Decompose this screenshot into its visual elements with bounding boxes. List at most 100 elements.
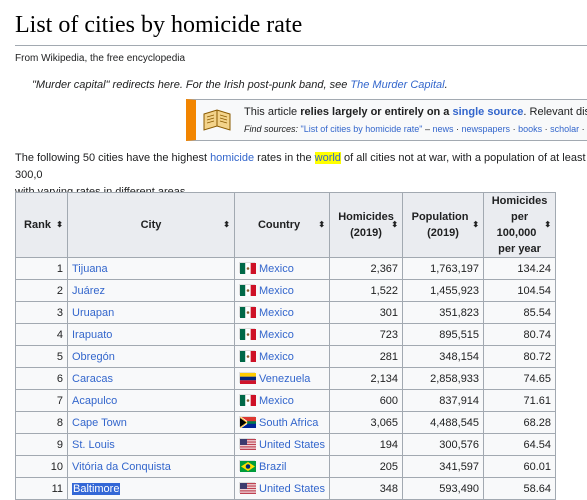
homicides-cell: 301 bbox=[329, 301, 404, 324]
country-link[interactable]: Mexico bbox=[259, 395, 294, 407]
header-rate-l3: per year bbox=[498, 243, 541, 255]
table-row: 10 Vitória da Conquista Brazil 205 341,597 60… bbox=[15, 455, 557, 478]
city-link[interactable]: Acapulco bbox=[72, 394, 118, 407]
header-population[interactable]: Population (2019) ⬍ bbox=[402, 192, 485, 258]
rate-cell: 80.74 bbox=[483, 323, 557, 346]
country-link[interactable]: United States bbox=[259, 483, 326, 495]
city-cell: Irapuato bbox=[67, 323, 235, 346]
rank-cell: 11 bbox=[15, 477, 68, 500]
table-row: 1 Tijuana Mexico 2,367 1,763,197 134.24 bbox=[15, 257, 557, 280]
country-link[interactable]: Venezuela bbox=[259, 373, 311, 385]
table-row: 7 Acapulco Mexico 600 837,914 71.61 bbox=[15, 389, 557, 412]
intro-text-2: rates in the bbox=[254, 152, 315, 164]
sort-icon[interactable]: ⬍ bbox=[56, 220, 63, 229]
sort-icon[interactable]: ⬍ bbox=[223, 220, 230, 229]
city-cell: Caracas bbox=[67, 367, 235, 390]
population-cell: 1,763,197 bbox=[402, 257, 485, 280]
country-cell: Mexico bbox=[233, 323, 331, 346]
find-query-link[interactable]: "List of cities by homicide rate" bbox=[300, 124, 423, 134]
header-city[interactable]: City ⬍ bbox=[67, 192, 235, 258]
country-link[interactable]: Brazil bbox=[259, 461, 287, 473]
notice-bold: relies largely or entirely on a bbox=[300, 106, 453, 118]
city-cell: Tijuana bbox=[67, 257, 235, 280]
header-homicides[interactable]: Homicides (2019) ⬍ bbox=[329, 192, 404, 258]
flag-mexico-icon bbox=[239, 394, 256, 406]
homicides-cell: 600 bbox=[329, 389, 404, 412]
notice-text: This article relies largely or entirely … bbox=[244, 106, 587, 118]
sort-icon[interactable]: ⬍ bbox=[391, 220, 399, 229]
world-link[interactable]: world bbox=[314, 152, 341, 164]
sort-icon[interactable]: ⬍ bbox=[544, 220, 552, 229]
city-cell: St. Louis bbox=[67, 433, 235, 456]
find-newspapers-link[interactable]: newspapers bbox=[461, 124, 511, 134]
header-population-l2: (2019) bbox=[427, 227, 459, 239]
population-cell: 348,154 bbox=[402, 345, 485, 368]
homicides-cell: 2,134 bbox=[329, 367, 404, 390]
city-cell: Vitória da Conquista bbox=[67, 455, 235, 478]
city-link[interactable]: Tijuana bbox=[72, 262, 108, 275]
header-rate-l1: Homicides bbox=[491, 195, 548, 207]
population-cell: 837,914 bbox=[402, 389, 485, 412]
header-city-label: City bbox=[140, 219, 162, 231]
rank-cell: 9 bbox=[15, 433, 68, 456]
rate-cell: 80.72 bbox=[483, 345, 557, 368]
hatnote: "Murder capital" redirects here. For the… bbox=[32, 79, 448, 91]
rank-cell: 8 bbox=[15, 411, 68, 434]
single-source-link[interactable]: single source bbox=[452, 106, 524, 118]
homicide-link[interactable]: homicide bbox=[210, 152, 255, 164]
table-body: 1 Tijuana Mexico 2,367 1,763,197 134.24 2 Juáre… bbox=[15, 257, 557, 500]
single-source-notice: This article relies largely or entirely … bbox=[186, 99, 587, 141]
flag-venezuela-icon bbox=[239, 372, 256, 384]
country-cell: Mexico bbox=[233, 279, 331, 302]
rate-cell: 58.64 bbox=[483, 477, 557, 500]
header-homicides-l1: Homicides bbox=[338, 211, 394, 223]
city-link[interactable]: Caracas bbox=[72, 372, 113, 385]
country-link[interactable]: Mexico bbox=[259, 307, 294, 319]
city-link[interactable]: Uruapan bbox=[72, 306, 115, 319]
sort-icon[interactable]: ⬍ bbox=[472, 220, 480, 229]
city-link[interactable]: Irapuato bbox=[72, 328, 113, 341]
country-cell: Venezuela bbox=[233, 367, 331, 390]
city-link[interactable]: Vitória da Conquista bbox=[72, 460, 171, 473]
city-link[interactable]: Obregón bbox=[72, 350, 115, 363]
find-scholar-link[interactable]: scholar bbox=[550, 124, 580, 134]
flag-mexico-icon bbox=[239, 328, 256, 340]
city-link[interactable]: Juárez bbox=[72, 284, 106, 297]
population-cell: 4,488,545 bbox=[402, 411, 485, 434]
header-country[interactable]: Country ⬍ bbox=[233, 192, 331, 258]
find-news-link[interactable]: news bbox=[432, 124, 454, 134]
table-row: 11 Baltimore United States 348 593,490 58.64 bbox=[15, 477, 557, 500]
country-link[interactable]: United States bbox=[259, 439, 326, 451]
header-rate[interactable]: Homicides per 100,000 per year ⬍ bbox=[483, 192, 557, 258]
sort-icon[interactable]: ⬍ bbox=[318, 220, 326, 229]
flag-mexico-icon bbox=[239, 350, 256, 362]
hatnote-link[interactable]: The Murder Capital bbox=[350, 79, 445, 91]
country-link[interactable]: Mexico bbox=[259, 351, 294, 363]
flag-usa-icon bbox=[239, 438, 256, 450]
flag-mexico-icon bbox=[239, 306, 256, 318]
table-row: 4 Irapuato Mexico 723 895,515 80.74 bbox=[15, 323, 557, 346]
header-rank[interactable]: Rank ⬍ bbox=[15, 192, 68, 258]
city-link[interactable]: St. Louis bbox=[72, 438, 115, 451]
homicides-cell: 3,065 bbox=[329, 411, 404, 434]
country-link[interactable]: South Africa bbox=[259, 417, 319, 429]
country-cell: South Africa bbox=[233, 411, 331, 434]
city-link[interactable]: Baltimore bbox=[72, 482, 121, 495]
hatnote-suffix: . bbox=[444, 79, 448, 91]
population-cell: 895,515 bbox=[402, 323, 485, 346]
population-cell: 300,576 bbox=[402, 433, 485, 456]
find-books-link[interactable]: books bbox=[518, 124, 543, 134]
flag-usa-icon bbox=[239, 482, 256, 494]
city-cell: Acapulco bbox=[67, 389, 235, 412]
country-link[interactable]: Mexico bbox=[259, 285, 294, 297]
country-cell: Mexico bbox=[233, 345, 331, 368]
rate-cell: 60.01 bbox=[483, 455, 557, 478]
population-cell: 1,455,923 bbox=[402, 279, 485, 302]
country-link[interactable]: Mexico bbox=[259, 329, 294, 341]
rank-cell: 6 bbox=[15, 367, 68, 390]
population-cell: 2,858,933 bbox=[402, 367, 485, 390]
city-link[interactable]: Cape Town bbox=[72, 416, 127, 429]
notice-suffix: . Relevant discu bbox=[523, 106, 587, 118]
header-rank-label: Rank bbox=[24, 219, 51, 231]
country-link[interactable]: Mexico bbox=[259, 263, 294, 275]
